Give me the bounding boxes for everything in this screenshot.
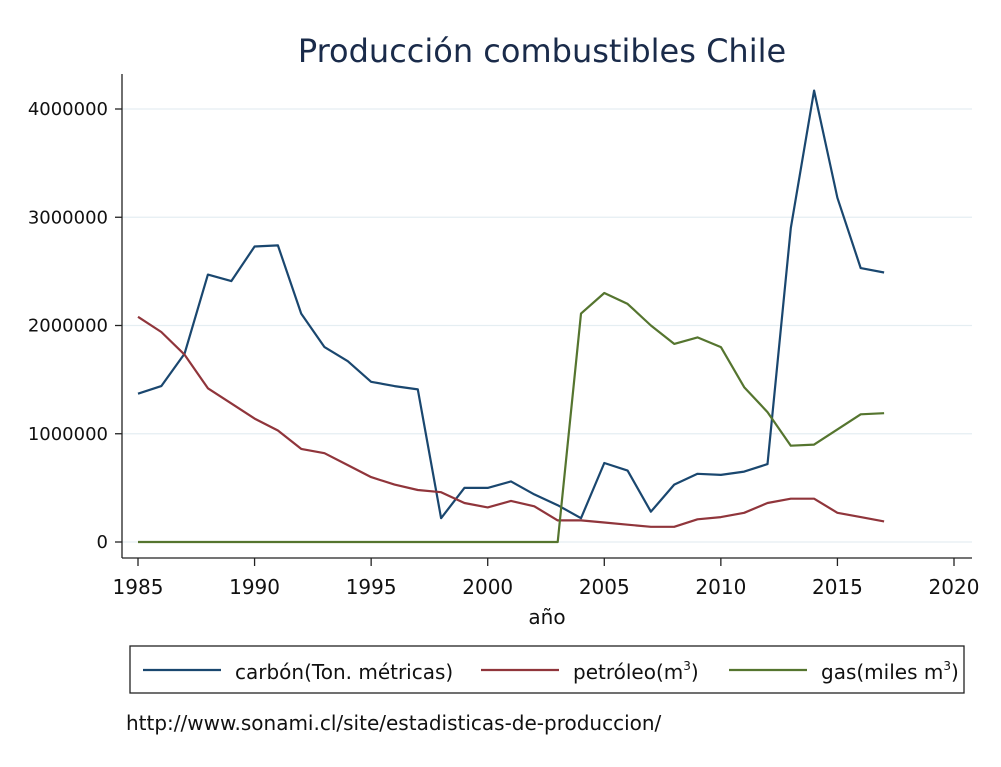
legend-label: gas(miles m3)	[821, 659, 959, 684]
x-tick-label: 2000	[462, 575, 513, 599]
grid-layer	[122, 108, 972, 543]
series-line-1	[137, 89, 885, 520]
legend-item-3: gas(miles m3)	[729, 659, 959, 684]
x-axis-title: año	[528, 605, 565, 629]
legend-item-2: petróleo(m3)	[481, 659, 699, 684]
series-line-3	[138, 291, 885, 544]
x-tick-label: 1990	[229, 575, 280, 599]
x-tick-label: 2010	[695, 575, 746, 599]
y-tick-label: 3000000	[28, 207, 108, 228]
y-tick-label: 2000000	[28, 316, 108, 337]
y-tick-label: 0	[97, 532, 108, 553]
y-tick-label: 4000000	[28, 99, 108, 120]
legend-label: petróleo(m3)	[573, 659, 699, 684]
x-tick-label: 2015	[812, 575, 863, 599]
x-tick-label: 1985	[113, 575, 164, 599]
x-tick-label: 2005	[579, 575, 630, 599]
legend: carbón(Ton. métricas) petróleo(m3) gas(mil…	[129, 645, 965, 694]
y-tick-label: 1000000	[28, 424, 108, 445]
series-line-2	[137, 315, 885, 528]
series-layer	[137, 89, 885, 544]
legend-item-1: carbón(Ton. métricas)	[143, 660, 453, 684]
source-note: http://www.sonami.cl/site/estadisticas-d…	[126, 711, 662, 735]
axes-layer: 0 1000000 2000000 3000000 4000000 1985 1990 199…	[28, 74, 980, 599]
x-tick-label: 1995	[346, 575, 397, 599]
chart-title: Producción combustibles Chile	[298, 32, 786, 70]
legend-label: carbón(Ton. métricas)	[235, 660, 453, 684]
x-tick-label: 2020	[929, 575, 980, 599]
